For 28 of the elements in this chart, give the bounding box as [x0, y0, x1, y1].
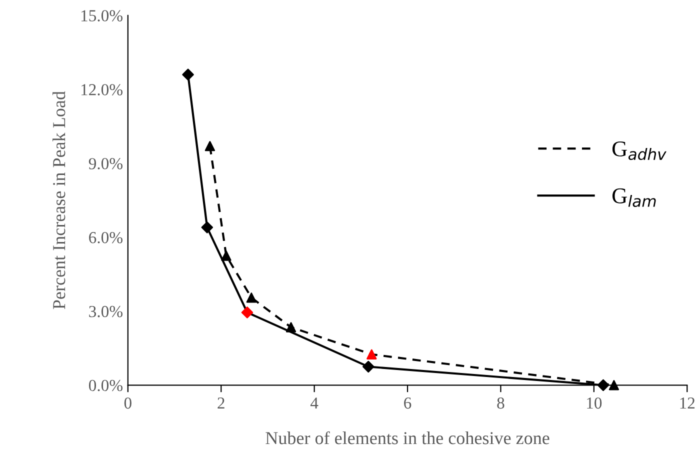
point: [362, 360, 374, 373]
point: [204, 140, 216, 152]
point: [182, 68, 194, 80]
x-tick-label: 2: [218, 398, 224, 409]
point: [597, 379, 610, 392]
x-tick-label: 0: [124, 397, 132, 409]
x-axis-title: Nuber of elements in the cohesive zone: [266, 431, 550, 444]
point: [246, 292, 256, 303]
x-tick-label: 6: [404, 398, 412, 409]
point: [366, 349, 377, 360]
legend-label: G$_{lam}$: [612, 188, 656, 208]
y-tick-label: 0.0%: [88, 380, 122, 392]
point: [286, 322, 296, 332]
point: [241, 306, 254, 318]
y-tick-label: 15.0%: [81, 10, 122, 22]
point: [608, 380, 620, 390]
legend-label: G$_{adhv}$: [612, 141, 666, 160]
x-tick-label: 10: [587, 397, 602, 409]
point: [221, 250, 232, 261]
x-tick-label: 4: [310, 398, 318, 409]
y-tick-label: 9.0%: [88, 158, 122, 170]
y-axis-title: Percent Increase in Peak Load: [52, 91, 66, 310]
x-tick-label: 12: [680, 398, 695, 409]
x-tick-label: 8: [497, 397, 504, 409]
y-tick-label: 12.0%: [81, 84, 122, 96]
point: [201, 222, 214, 234]
y-tick-label: 3.0%: [89, 306, 122, 318]
y-tick-label: 6.0%: [89, 232, 122, 244]
